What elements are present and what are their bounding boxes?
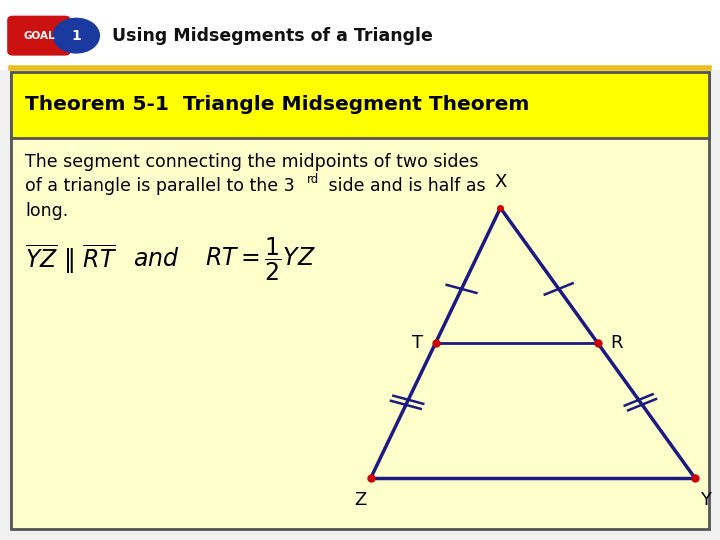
FancyBboxPatch shape bbox=[0, 0, 720, 70]
Text: T: T bbox=[412, 334, 423, 352]
Text: $\overline{YZ}\ \|\ \overline{RT}$: $\overline{YZ}\ \|\ \overline{RT}$ bbox=[25, 242, 117, 276]
Text: $\mathit{RT} = \dfrac{1}{2}\mathit{YZ}$: $\mathit{RT} = \dfrac{1}{2}\mathit{YZ}$ bbox=[205, 235, 316, 283]
Text: Theorem 5-1  Triangle Midsegment Theorem: Theorem 5-1 Triangle Midsegment Theorem bbox=[25, 94, 530, 114]
Text: GOAL: GOAL bbox=[23, 31, 55, 40]
FancyBboxPatch shape bbox=[11, 72, 709, 138]
Text: X: X bbox=[494, 173, 507, 191]
Text: Y: Y bbox=[700, 491, 711, 509]
Text: Z: Z bbox=[354, 491, 366, 509]
Text: Using Midsegments of a Triangle: Using Midsegments of a Triangle bbox=[112, 26, 433, 45]
Text: $\mathit{and}$: $\mathit{and}$ bbox=[133, 248, 180, 271]
Text: long.: long. bbox=[25, 201, 68, 220]
FancyBboxPatch shape bbox=[7, 16, 71, 56]
Text: side and is half as: side and is half as bbox=[323, 177, 485, 195]
Text: R: R bbox=[611, 334, 623, 352]
Text: The segment connecting the midpoints of two sides: The segment connecting the midpoints of … bbox=[25, 153, 479, 171]
Text: of a triangle is parallel to the 3: of a triangle is parallel to the 3 bbox=[25, 177, 294, 195]
FancyBboxPatch shape bbox=[11, 73, 709, 529]
Text: 1: 1 bbox=[71, 29, 81, 43]
Text: rd: rd bbox=[307, 173, 319, 186]
Circle shape bbox=[53, 18, 99, 53]
